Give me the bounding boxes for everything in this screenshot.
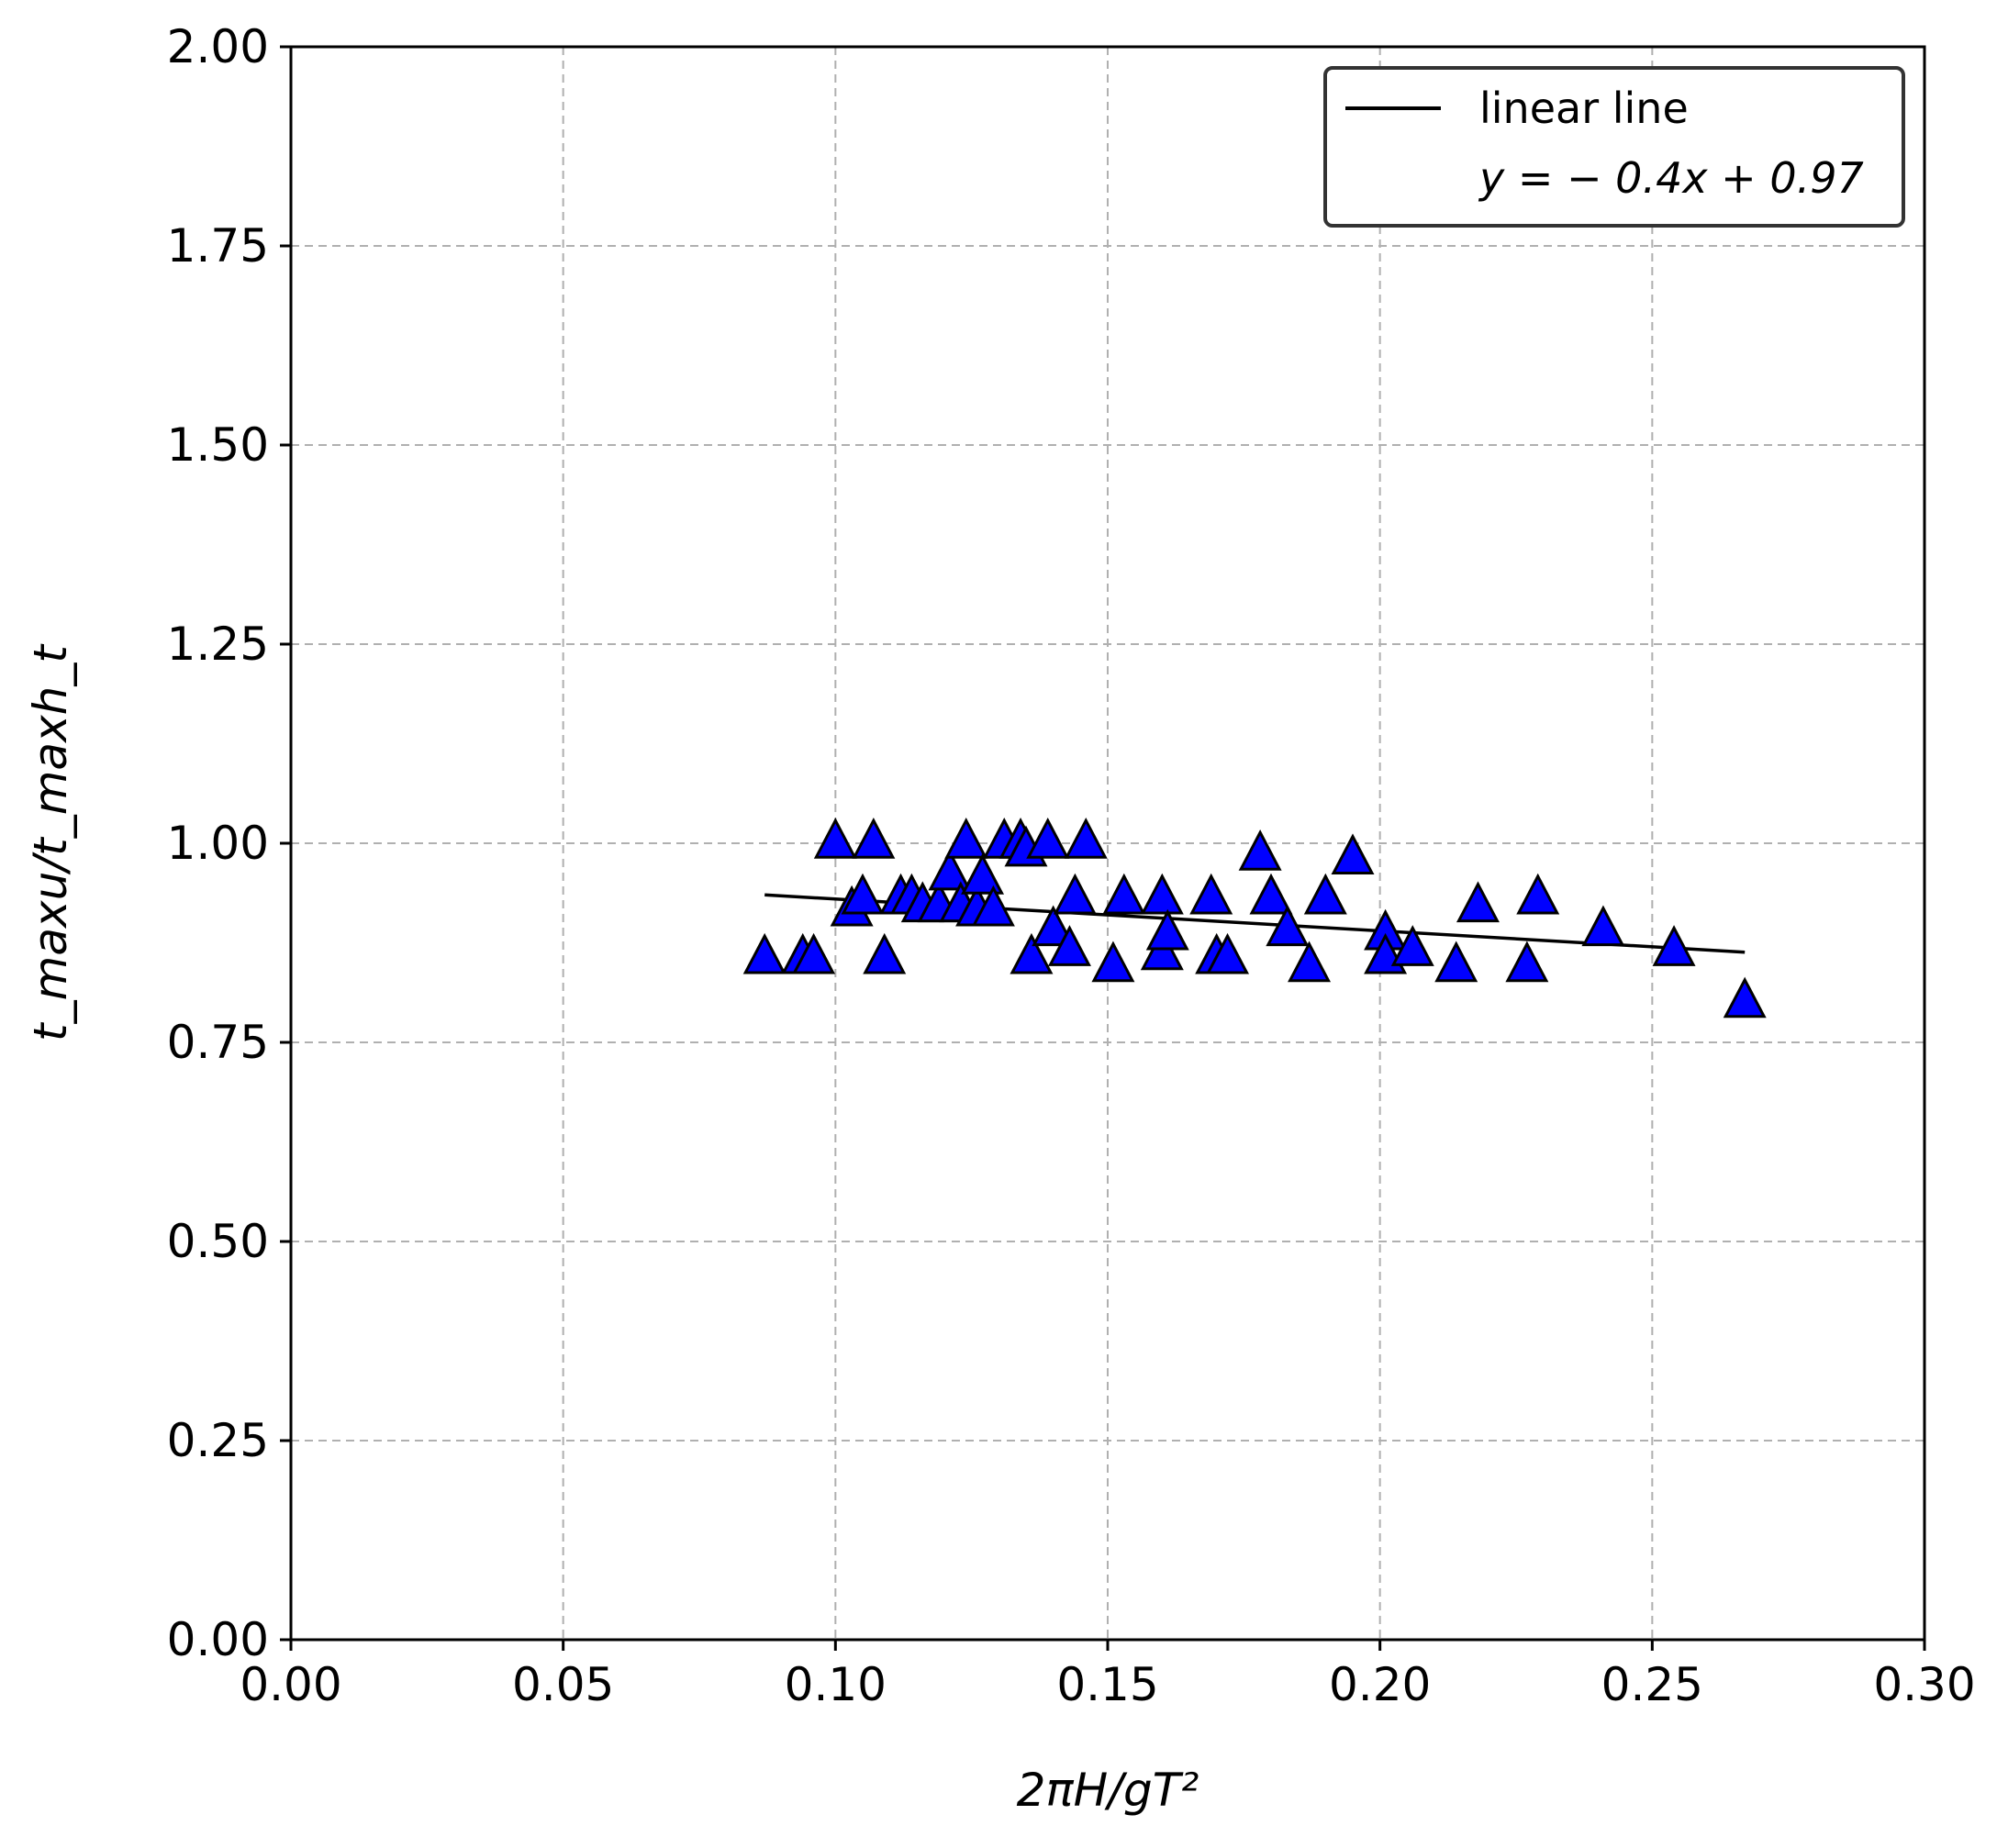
data-point xyxy=(1581,905,1625,947)
data-point xyxy=(1652,925,1696,966)
data-point xyxy=(1140,873,1184,915)
data-point xyxy=(1249,873,1293,915)
data-point xyxy=(813,817,857,859)
data-point xyxy=(1288,941,1332,983)
y-tick-label: 1.25 xyxy=(167,618,269,671)
axis-ticks: 0.00 0.05 0.10 0.15 0.20 0.25 0.30 0.00 0.25 0.50… xyxy=(167,20,1976,1711)
data-point xyxy=(1053,873,1097,915)
data-point xyxy=(1206,932,1250,974)
data-point xyxy=(1032,905,1076,947)
x-axis-label: 2πH/gT² xyxy=(1017,1764,1199,1817)
y-tick-label: 1.00 xyxy=(167,817,269,870)
data-point xyxy=(1010,932,1054,974)
data-point xyxy=(1723,976,1767,1019)
data-point xyxy=(1456,881,1500,923)
y-tick-label: 0.00 xyxy=(167,1613,269,1666)
data-point xyxy=(944,817,988,859)
data-point xyxy=(1189,873,1233,915)
data-point xyxy=(1026,817,1070,859)
data-point xyxy=(1390,925,1434,966)
data-point xyxy=(961,853,1005,895)
y-tick-label: 1.50 xyxy=(167,418,269,472)
legend-equation: y = − 0.4x + 0.97 xyxy=(1478,153,1864,203)
data-point xyxy=(1047,925,1091,966)
legend-box xyxy=(1323,66,1905,228)
data-point xyxy=(928,849,972,891)
data-point xyxy=(1303,873,1347,915)
y-tick-label: 0.75 xyxy=(167,1016,269,1069)
data-point xyxy=(792,932,836,974)
y-tick-label: 1.75 xyxy=(167,219,269,273)
y-tick-label: 2.00 xyxy=(167,20,269,73)
data-point xyxy=(1331,833,1375,875)
x-tick-label: 0.30 xyxy=(1873,1658,1975,1711)
data-point xyxy=(1145,908,1189,951)
data-point xyxy=(1238,829,1282,871)
data-point xyxy=(1140,929,1184,971)
data-point xyxy=(1505,941,1549,983)
y-tick-label: 0.25 xyxy=(167,1414,269,1467)
y-axis-label: t_maxu/t_maxh_t xyxy=(24,643,77,1041)
x-tick-label: 0.15 xyxy=(1056,1658,1158,1711)
x-tick-label: 0.20 xyxy=(1329,1658,1431,1711)
x-tick-label: 0.05 xyxy=(512,1658,614,1711)
data-point xyxy=(841,873,885,915)
data-point xyxy=(1091,941,1135,983)
data-point xyxy=(971,885,1015,927)
data-point xyxy=(1266,905,1310,947)
data-point xyxy=(1064,817,1108,859)
legend-label: linear line xyxy=(1479,83,1689,133)
data-points xyxy=(742,817,1767,1019)
data-point xyxy=(1102,873,1146,915)
data-point xyxy=(863,932,907,974)
data-point xyxy=(1434,941,1478,983)
x-tick-label: 0.00 xyxy=(240,1658,341,1711)
data-point xyxy=(742,932,786,974)
y-tick-label: 0.50 xyxy=(167,1215,269,1268)
legend: linear line y = − 0.4x + 0.97 xyxy=(1323,66,1905,228)
grid-lines xyxy=(290,46,1925,1641)
x-tick-label: 0.10 xyxy=(785,1658,887,1711)
x-tick-label: 0.25 xyxy=(1601,1658,1703,1711)
data-point xyxy=(1516,873,1560,915)
data-point xyxy=(852,817,896,859)
